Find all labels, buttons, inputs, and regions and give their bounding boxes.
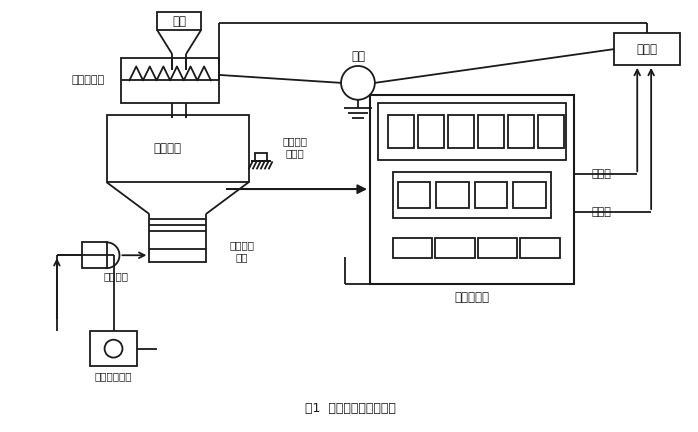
Bar — [507, 114, 534, 149]
Text: 快加料: 快加料 — [591, 169, 611, 179]
Text: 卸料操作按钮: 卸料操作按钮 — [95, 371, 133, 381]
Bar — [121, 58, 219, 103]
Bar — [107, 114, 248, 182]
Bar — [447, 114, 474, 149]
Text: 卸料电动
螺阀: 卸料电动 螺阀 — [230, 241, 255, 262]
Bar — [157, 13, 201, 30]
Bar — [89, 331, 138, 366]
Bar — [378, 103, 565, 160]
Bar — [477, 238, 517, 258]
Bar — [436, 182, 469, 208]
Bar — [513, 182, 546, 208]
Bar — [435, 238, 475, 258]
Text: 应变称重
传感器: 应变称重 传感器 — [283, 137, 308, 158]
Text: 慢加料: 慢加料 — [591, 207, 611, 217]
Text: 图1  系统总体方案示意图: 图1 系统总体方案示意图 — [304, 402, 396, 415]
Bar — [614, 33, 680, 65]
Text: 定量控制仪: 定量控制仪 — [454, 291, 489, 304]
Bar — [477, 114, 504, 149]
Bar — [398, 182, 430, 208]
Bar — [370, 95, 574, 283]
Text: 联锁部件: 联锁部件 — [103, 271, 128, 281]
Bar — [537, 114, 563, 149]
Text: 料仓: 料仓 — [172, 15, 186, 28]
Text: 变频器: 变频器 — [637, 43, 658, 56]
Bar — [417, 114, 444, 149]
Bar — [393, 172, 551, 218]
Bar — [388, 114, 414, 149]
Bar — [82, 242, 107, 268]
Bar — [475, 182, 507, 208]
Bar — [393, 238, 432, 258]
Text: 螺旋加料器: 螺旋加料器 — [71, 75, 104, 86]
Bar — [520, 238, 560, 258]
Bar — [255, 153, 267, 162]
Text: 称重料斗: 称重料斗 — [154, 142, 181, 155]
Bar — [149, 249, 206, 262]
Text: 电机: 电机 — [351, 50, 365, 63]
